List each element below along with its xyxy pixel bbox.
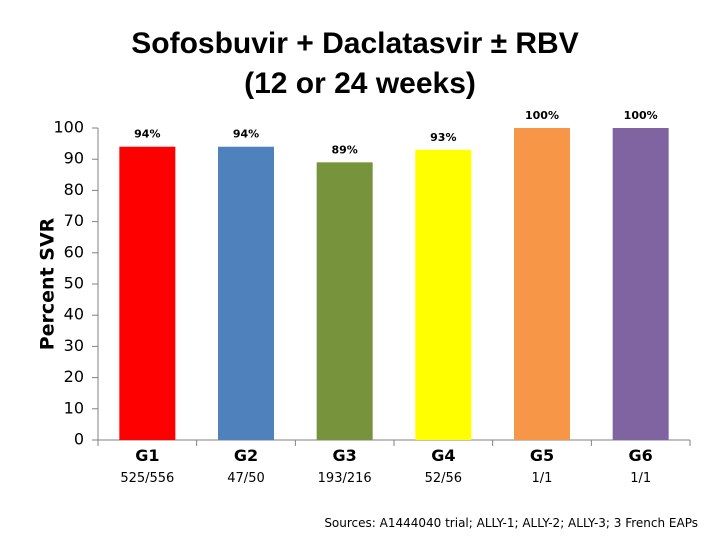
- y-tick-label-30: 30: [64, 336, 84, 355]
- x-tick-label-g6: G6: [629, 446, 653, 465]
- sample-size-g5: 1/1: [532, 471, 553, 486]
- chart-title-line-2: (12 or 24 weeks): [244, 67, 476, 100]
- y-tick-label-10: 10: [64, 398, 84, 417]
- data-label-g1: 94%: [134, 128, 160, 141]
- sample-size-g3: 193/216: [318, 471, 372, 486]
- data-label-g4: 93%: [430, 131, 456, 144]
- sources-note: Sources: A1444040 trial; ALLY-1; ALLY-2;…: [324, 516, 698, 530]
- bar-g3: [316, 162, 373, 440]
- data-label-g6: 100%: [624, 109, 658, 122]
- y-tick-label-80: 80: [64, 180, 84, 199]
- data-label-g5: 100%: [525, 109, 559, 122]
- y-tick-label-20: 20: [64, 367, 84, 386]
- data-label-g3: 89%: [331, 143, 357, 156]
- sample-size-g2: 47/50: [227, 471, 264, 486]
- x-tick-label-g3: G3: [333, 446, 357, 465]
- bar-g4: [415, 149, 472, 440]
- x-tick-label-g2: G2: [234, 446, 258, 465]
- bar-g1: [119, 146, 176, 440]
- chart-title-line-1: Sofosbuvir + Daclatasvir ± RBV: [131, 27, 579, 60]
- bar-g2: [218, 146, 274, 440]
- data-label-g2: 94%: [233, 128, 259, 141]
- sample-size-g4: 52/56: [425, 471, 462, 486]
- y-tick-label-100: 100: [53, 118, 84, 137]
- sample-size-g1: 525/556: [120, 471, 174, 486]
- y-axis-label: Percent SVR: [37, 217, 59, 350]
- y-tick-label-60: 60: [64, 242, 84, 261]
- y-tick-label-70: 70: [64, 211, 84, 230]
- chart-title: Sofosbuvir + Daclatasvir ± RBV (12 or 24…: [0, 24, 720, 104]
- y-tick-label-0: 0: [74, 430, 84, 449]
- x-tick-label-g1: G1: [135, 446, 159, 465]
- bar-g6: [612, 128, 669, 440]
- x-tick-label-g4: G4: [431, 446, 455, 465]
- bar-g5: [514, 128, 570, 440]
- y-tick-label-50: 50: [64, 274, 84, 293]
- x-tick-label-g5: G5: [530, 446, 554, 465]
- y-tick-label-40: 40: [64, 305, 84, 324]
- y-tick-label-90: 90: [64, 149, 84, 168]
- sample-size-g6: 1/1: [630, 471, 651, 486]
